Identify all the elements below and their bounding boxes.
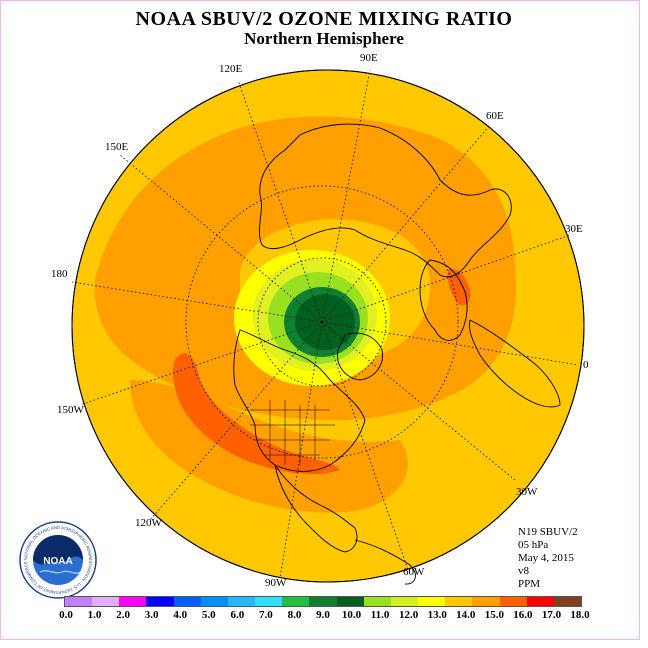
colorbar-tick-label: 3.0	[144, 609, 159, 621]
colorbar-tick-label: 15.0	[484, 609, 504, 621]
product-info: N19 SBUV/2 05 hPa May 4, 2015 v8 PPM	[518, 526, 578, 591]
figure-frame	[0, 0, 640, 640]
colorbar-tick-label: 1.0	[87, 609, 102, 621]
coast-central-america	[274, 464, 358, 553]
lon-label-60e: 60E	[486, 110, 504, 122]
lon-label-90e: 90E	[360, 52, 378, 64]
colorbar-tick-label: 0.0	[59, 609, 73, 621]
map-disc-outline	[71, 69, 585, 583]
coast-north-america	[233, 329, 366, 472]
colorbar-tick-label: 11.0	[370, 609, 390, 621]
lon-label-150e: 150E	[105, 141, 129, 153]
coast-asia	[258, 123, 512, 278]
colorbar-segment	[445, 597, 473, 606]
colorbar-segment	[418, 597, 446, 606]
colorbar-segment	[472, 597, 500, 606]
lon-label-120e: 120E	[219, 63, 243, 75]
coast-europe	[419, 259, 468, 341]
colorbar-tick-label: 14.0	[456, 609, 476, 621]
colorbar-segment	[255, 597, 283, 606]
coast-greenland	[337, 332, 383, 381]
colorbar-segment	[200, 597, 228, 606]
colorbar-segment	[336, 597, 364, 606]
colorbar	[64, 596, 582, 607]
colorbar-segment	[363, 597, 391, 606]
lon-label-0: 0	[583, 359, 589, 371]
us-state-grid	[250, 400, 335, 465]
colorbar-segment	[526, 597, 554, 606]
colorbar-segment	[119, 597, 147, 606]
graticule	[71, 69, 579, 579]
colorbar-segment	[173, 597, 201, 606]
colorbar-segment	[227, 597, 256, 606]
red-orange-band-16	[172, 352, 340, 475]
map-subtitle: Northern Hemisphere	[244, 29, 404, 48]
colorbar-segment	[499, 597, 527, 606]
colorbar-tick-label: 4.0	[173, 609, 188, 621]
colorbar-segment	[553, 597, 581, 606]
level-text: 05 hPa	[518, 539, 549, 551]
colorbar-segment	[92, 597, 120, 606]
colorbar-tick-label: 17.0	[541, 609, 562, 621]
date-text: May 4, 2015	[518, 552, 574, 564]
lon-label-60w: 60W	[403, 566, 425, 578]
lon-label-150w: 150W	[57, 404, 84, 416]
coastlines	[233, 123, 561, 585]
colorbar-labels: 0.0 1.0 2.0 3.0 4.0 5.0 6.0 7.0 8.0 9.0 10.0 11.0 12…	[59, 609, 590, 623]
colorbar-tick-label: 6.0	[230, 609, 245, 621]
colorbar-tick-label: 12.0	[399, 609, 419, 621]
lon-label-120w: 120W	[135, 517, 162, 529]
lon-label-180: 180	[51, 268, 68, 280]
lon-label-30w: 30W	[516, 486, 538, 498]
instrument-text: N19 SBUV/2	[518, 526, 578, 538]
lon-label-30e: 30E	[565, 223, 583, 235]
colorbar-tick-label: 16.0	[513, 609, 533, 621]
colorbar-tick-label: 2.0	[116, 609, 130, 621]
version-text: v8	[518, 565, 529, 577]
colorbar-segment	[146, 597, 174, 606]
logo-text: NOAA	[43, 556, 72, 567]
colorbar-segment	[282, 597, 310, 606]
map-title: NOAA SBUV/2 OZONE MIXING RATIO	[135, 8, 513, 30]
colorbar-tick-label: 7.0	[259, 609, 273, 621]
units-text: PPM	[518, 578, 541, 590]
colorbar-tick-label: 8.0	[287, 609, 302, 621]
orange-band-15	[94, 116, 516, 421]
noaa-logo: NATIONAL OCEANIC AND ATMOSPHERIC ADMINIS…	[19, 521, 97, 599]
coast-africa	[469, 319, 561, 408]
lon-label-90w: 90W	[265, 577, 287, 589]
colorbar-tick-label: 18.0	[570, 609, 590, 621]
colorbar-segment	[390, 597, 419, 606]
coast-south-america	[354, 539, 416, 585]
colorbar-tick-label: 9.0	[316, 609, 330, 621]
colorbar-tick-label: 13.0	[427, 609, 447, 621]
colorbar-tick-label: 10.0	[341, 609, 362, 621]
ozone-field	[94, 116, 516, 513]
colorbar-tick-label: 5.0	[201, 609, 216, 621]
red-orange-patch-europe	[447, 269, 471, 306]
band-9	[295, 294, 355, 350]
colorbar-segment	[65, 597, 93, 606]
colorbar-segment	[309, 597, 337, 606]
